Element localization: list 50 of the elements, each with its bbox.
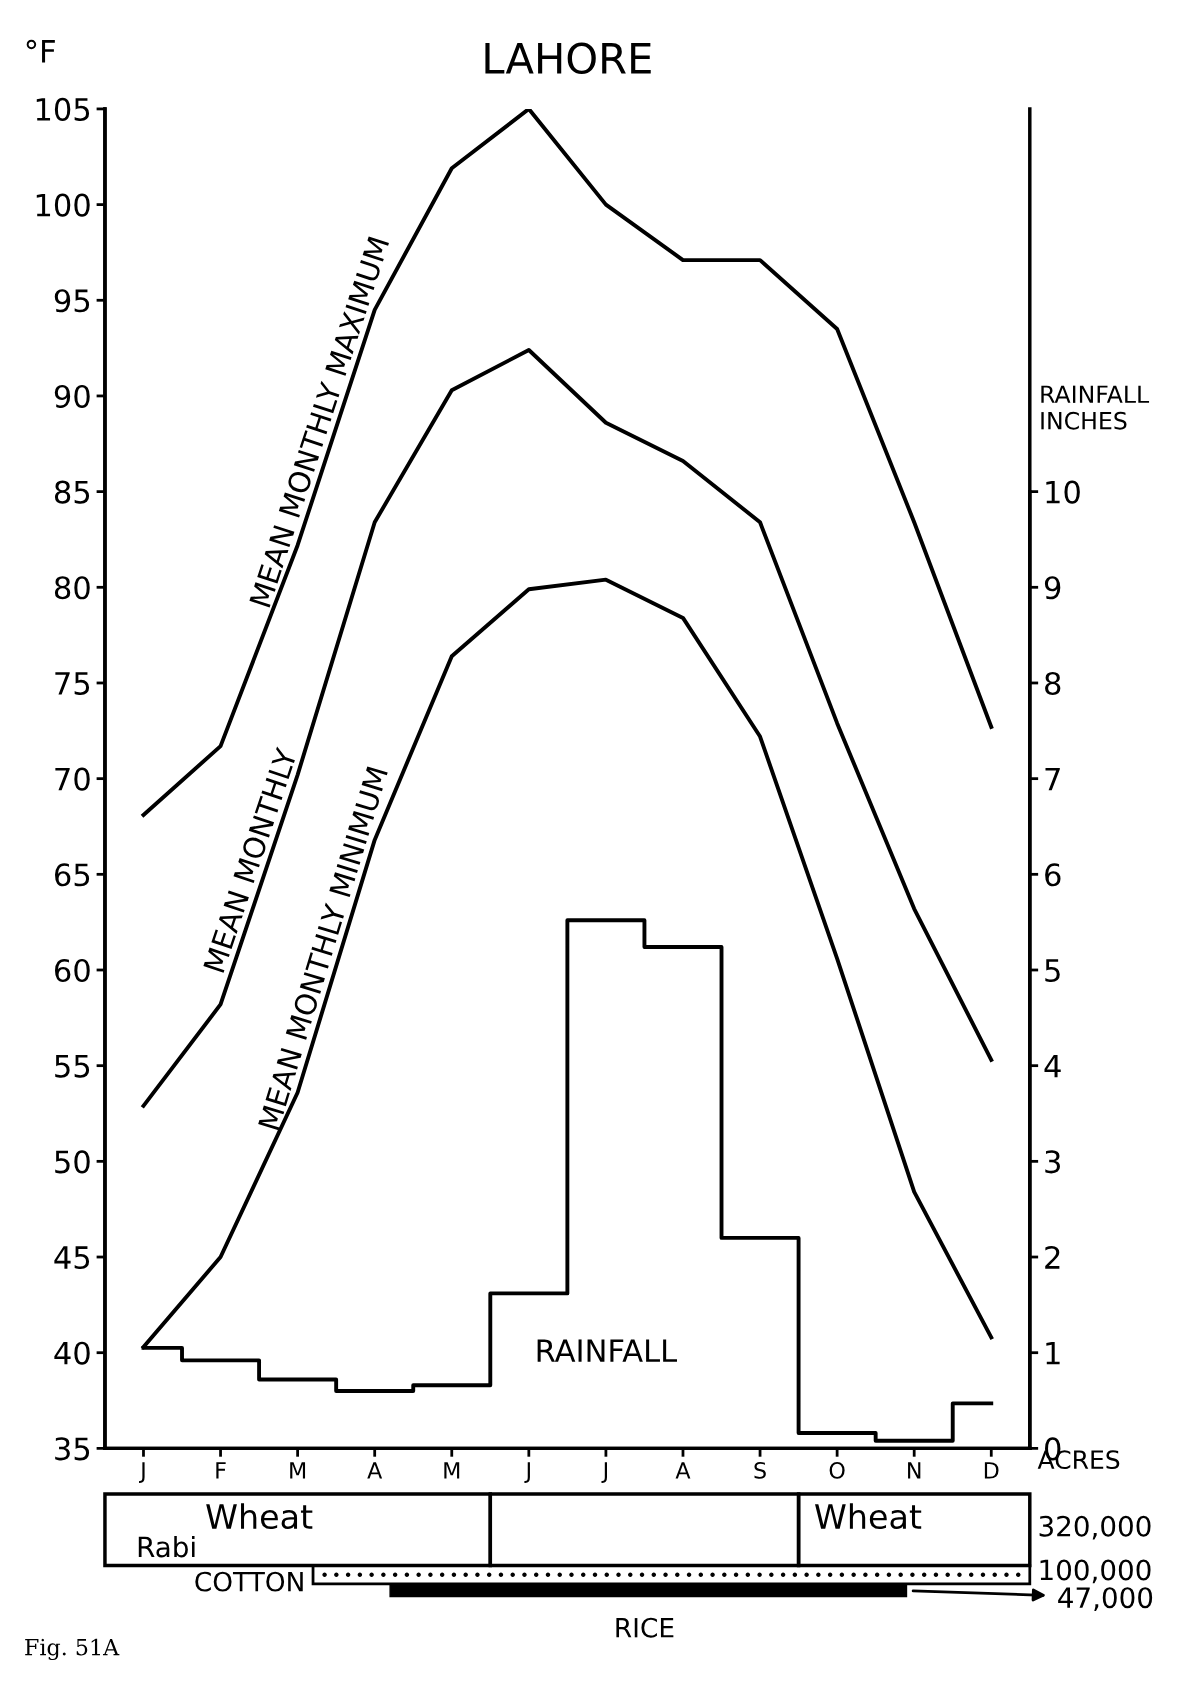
caption: Fig. 51A [25, 1638, 120, 1661]
text: Wheat [206, 1503, 313, 1530]
y-tick-label: 95 [54, 289, 90, 313]
y-tick-label: 40 [54, 1341, 90, 1365]
text: Wheat [815, 1503, 922, 1530]
y2-tick-label: 7 [1045, 767, 1060, 791]
y-tick-label: 45 [54, 1246, 90, 1270]
text: RICE [616, 1617, 674, 1638]
text: Rabi [138, 1535, 195, 1558]
y-tick-label: 65 [55, 863, 90, 887]
y-tick-label: 35 [55, 1437, 90, 1461]
x-tick-label: M [290, 1462, 306, 1479]
text: 100,000 [1040, 1559, 1151, 1584]
y2-tick-label: 4 [1044, 1055, 1061, 1078]
x-tick-label: N [908, 1462, 921, 1479]
text: COTTON [195, 1571, 303, 1592]
y-tick-label: 75 [55, 672, 90, 696]
chart-title: LAHORE [485, 42, 651, 75]
y2-tick-label: 1 [1046, 1342, 1060, 1365]
y-tick-label: 80 [54, 576, 90, 600]
y2-tick-label: 8 [1045, 671, 1061, 696]
series-label: RAINFALL [537, 1339, 677, 1362]
y-tick-label: 70 [55, 767, 90, 791]
x-tick-label: D [984, 1462, 999, 1479]
y2-tick-label: 2 [1045, 1245, 1060, 1269]
y2-tick-label: 10 [1046, 480, 1080, 504]
x-tick-label: O [829, 1461, 845, 1479]
x-tick-label: A [367, 1462, 383, 1479]
text: 320,000 [1039, 1515, 1151, 1540]
y-tick-label: 100 [36, 193, 90, 217]
y2-tick-label: 9 [1044, 576, 1061, 600]
y-tick-label: 60 [55, 958, 90, 983]
text: 47,000 [1058, 1587, 1153, 1611]
y2-axis-title: RAINFALL INCHES [1041, 385, 1150, 430]
y-tick-label: 90 [54, 384, 90, 408]
x-tick-label: S [754, 1461, 766, 1479]
y-tick-label: 55 [55, 1055, 90, 1078]
x-tick-label: J [524, 1462, 530, 1483]
x-tick-label: F [216, 1462, 226, 1479]
x-tick-label: M [444, 1462, 460, 1479]
y2-tick-label: 3 [1045, 1150, 1060, 1174]
y2-tick-label: 6 [1045, 863, 1061, 887]
x-tick-label: J [601, 1462, 607, 1483]
y2-tick-label: 5 [1045, 959, 1060, 983]
y-tick-label: 50 [55, 1150, 90, 1174]
y-axis-title: °F [26, 39, 55, 63]
x-tick-label: A [675, 1462, 691, 1479]
y-tick-label: 85 [54, 480, 90, 504]
y-tick-label: 105 [36, 97, 90, 121]
x-tick-label: J [139, 1462, 145, 1483]
